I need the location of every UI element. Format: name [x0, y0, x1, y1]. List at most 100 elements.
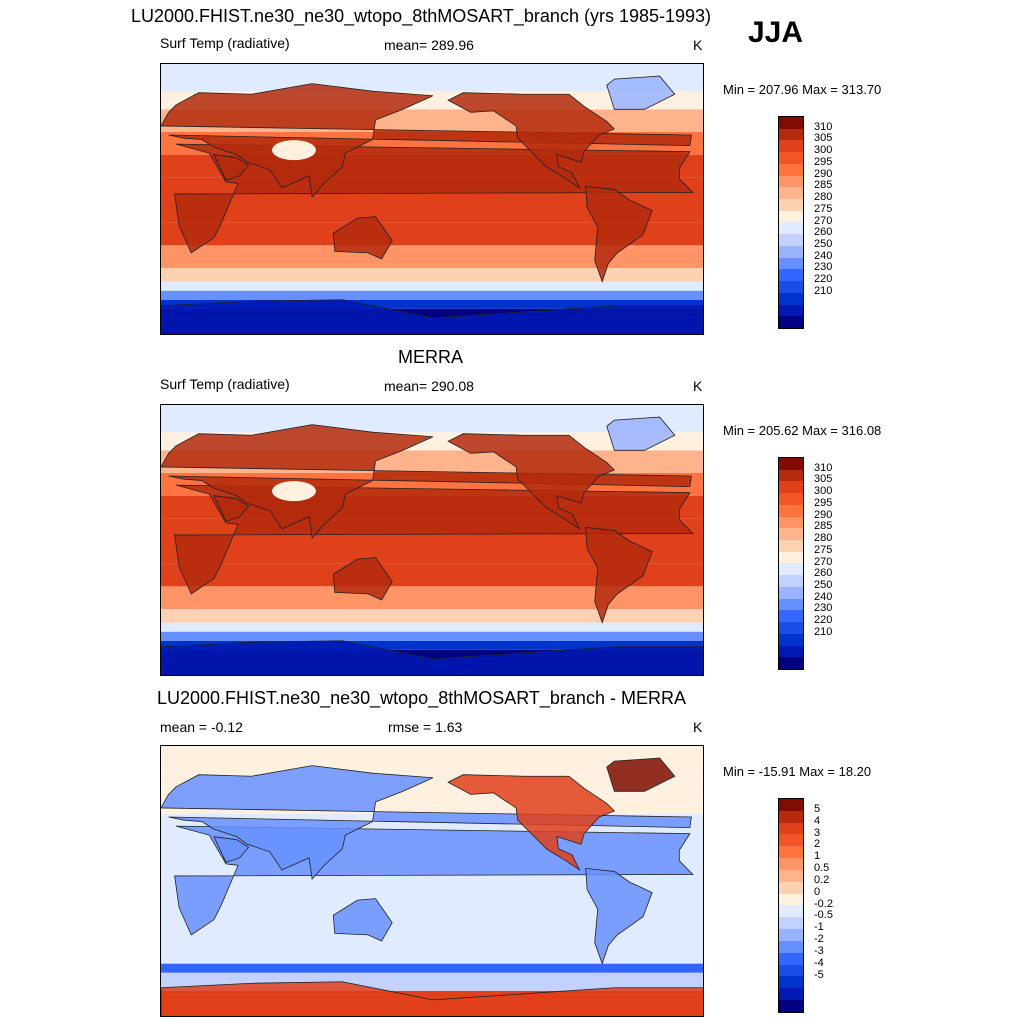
panel-2-minmax: Min = 205.62 Max = 316.08: [723, 423, 882, 438]
colorbar-tick-label: 280: [814, 191, 833, 204]
colorbar-swatch: [779, 175, 803, 188]
colorbar-swatch: [779, 598, 803, 611]
colorbar-swatch: [779, 257, 803, 270]
colorbar-swatch: [779, 586, 803, 599]
continent-arabia: [213, 154, 250, 181]
tibetan-plateau-region: [271, 481, 316, 502]
colorbar-swatch: [779, 622, 803, 634]
panel-1-map: [160, 63, 704, 335]
colorbar-swatch: [779, 199, 803, 211]
colorbar-tick-label: 305: [814, 132, 833, 145]
colorbar-swatch: [779, 493, 803, 505]
field-band: [161, 586, 703, 609]
colorbar-swatch: [779, 952, 803, 965]
field-band: [161, 981, 703, 991]
field-band: [161, 950, 703, 964]
panel-2-variable-label: Surf Temp (radiative): [160, 376, 290, 392]
panel-3-map-plot: [161, 746, 703, 1016]
colorbar-swatch: [779, 976, 803, 989]
colorbar-swatch: [779, 152, 803, 164]
colorbar-swatch: [779, 540, 803, 552]
colorbar-tick-label: 0: [814, 885, 821, 898]
colorbar-tick-label: 295: [814, 155, 833, 168]
continent-greenland: [606, 75, 676, 110]
colorbar-swatch: [779, 822, 803, 835]
colorbar-swatch: [779, 458, 803, 470]
field-band: [161, 990, 703, 1000]
panel-3-map: [160, 745, 704, 1017]
colorbar-swatch: [779, 940, 803, 953]
colorbar-swatch: [779, 929, 803, 941]
colorbar-tick-label: 270: [814, 214, 833, 227]
colorbar-swatch: [779, 234, 803, 246]
colorbar-swatch: [779, 881, 803, 894]
field-band: [161, 640, 703, 650]
colorbar-swatch: [779, 516, 803, 529]
continent-arabia: [213, 495, 250, 522]
colorbar-swatch: [779, 187, 803, 200]
continent-north-america: [447, 92, 616, 190]
colorbar-swatch: [779, 610, 803, 623]
colorbar-tick-label: 270: [814, 555, 833, 568]
colorbar-swatch: [779, 988, 803, 1001]
colorbar-swatch: [779, 834, 803, 847]
panel-2-colorbar: [778, 457, 804, 670]
colorbar-tick-label: -2: [814, 933, 824, 945]
colorbar-swatch: [779, 316, 803, 328]
colorbar-tick-label: 220: [814, 614, 833, 627]
field-band: [161, 972, 703, 982]
colorbar-tick-label: 290: [814, 508, 833, 521]
colorbar-swatch: [779, 893, 803, 906]
colorbar-swatch: [779, 846, 803, 859]
colorbar-tick-label: 280: [814, 532, 833, 545]
continent-north-america: [447, 774, 616, 872]
figure-title: LU2000.FHIST.ne30_ne30_wtopo_8thMOSART_b…: [131, 6, 712, 26]
colorbar-tick-label: -0.5: [814, 909, 833, 922]
colorbar-tick-label: 210: [814, 625, 833, 638]
colorbar-tick-label: -1: [814, 921, 824, 934]
colorbar-tick-label: 285: [814, 520, 833, 533]
colorbar-tick-label: 3: [814, 826, 821, 839]
colorbar-tick-label: 1: [814, 850, 821, 863]
field-band: [161, 299, 703, 309]
colorbar-swatch: [779, 163, 803, 176]
continent-eurasia: [161, 424, 692, 539]
colorbar-swatch: [779, 869, 803, 882]
continent-eurasia: [161, 765, 692, 880]
colorbar-tick-label: 295: [814, 496, 833, 509]
colorbar-swatch: [779, 810, 803, 823]
panel-2-units: K: [693, 378, 703, 394]
colorbar-swatch: [779, 222, 803, 235]
colorbar-tick-label: -5: [814, 968, 824, 981]
colorbar-tick-label: 240: [814, 590, 833, 603]
continent-north-america: [447, 433, 616, 531]
colorbar-swatch: [779, 504, 803, 517]
colorbar-swatch: [779, 128, 803, 141]
continent-south-america: [585, 526, 653, 624]
colorbar-tick-label: 310: [814, 461, 833, 474]
colorbar-tick-label: 5: [814, 802, 821, 815]
panel-3-rmse-label: rmse = 1.63: [388, 719, 463, 735]
colorbar-tick-label: -3: [814, 944, 824, 957]
panel-1-mean-label: mean= 289.96: [384, 37, 474, 53]
colorbar-tick-label: 300: [814, 144, 833, 157]
colorbar-swatch: [779, 281, 803, 293]
tibetan-plateau-region: [271, 140, 316, 161]
field-band: [161, 649, 703, 659]
colorbar-swatch: [779, 645, 803, 658]
field-band: [161, 200, 703, 223]
field-band: [161, 622, 703, 632]
field-band: [161, 222, 703, 246]
panel-1-colorbar: [778, 116, 804, 329]
colorbar-tick-label: 305: [814, 473, 833, 486]
field-band: [161, 541, 703, 564]
colorbar-tick-label: -4: [814, 956, 824, 969]
colorbar-swatch: [779, 858, 803, 870]
colorbar-tick-label: 275: [814, 202, 833, 215]
field-band: [161, 927, 703, 950]
colorbar-swatch: [779, 563, 803, 576]
continent-south-america: [585, 867, 653, 965]
colorbar-tick-label: 210: [814, 284, 833, 297]
colorbar-swatch: [779, 292, 803, 305]
panel-3-colorbar: [778, 798, 804, 1013]
